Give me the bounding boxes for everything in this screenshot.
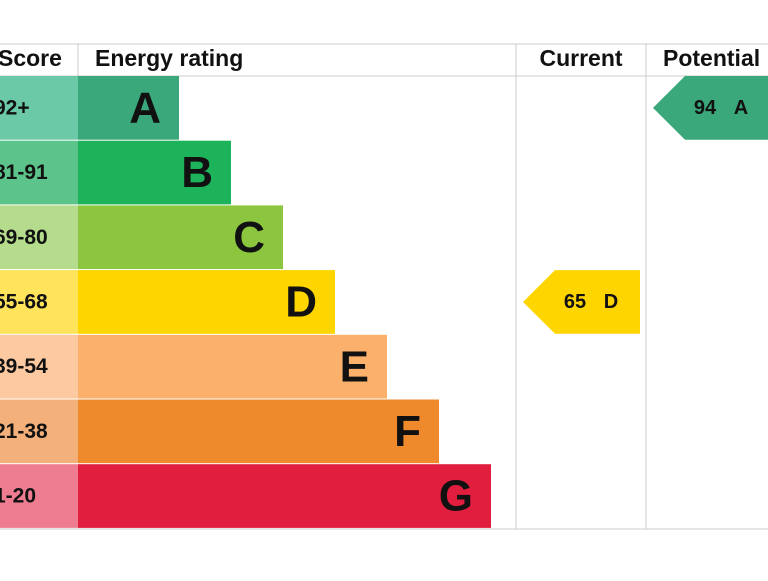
rating-bar <box>78 464 491 528</box>
score-label: 92+ <box>0 96 30 119</box>
rating-letter: A <box>129 83 161 132</box>
header-potential: Potential <box>663 45 760 71</box>
score-cell <box>0 464 78 528</box>
current-letter: D <box>604 291 618 313</box>
rating-bar <box>78 76 179 140</box>
rating-letter: B <box>181 148 213 197</box>
score-label: 55-68 <box>0 290 48 313</box>
score-cell <box>0 334 78 399</box>
current-arrow <box>523 270 640 334</box>
score-label: 21-38 <box>0 420 48 443</box>
score-label: 1-20 <box>0 485 36 508</box>
rating-bar <box>78 334 387 399</box>
score-label: 81-91 <box>0 161 48 184</box>
rating-letter: D <box>285 278 317 327</box>
header-score: Score <box>0 45 62 71</box>
potential-arrow <box>653 76 768 140</box>
rating-bar <box>78 399 439 464</box>
score-label: 39-54 <box>0 355 48 378</box>
rating-letter: C <box>233 213 265 262</box>
potential-value: 94 <box>694 97 717 119</box>
header-rating: Energy rating <box>95 45 243 71</box>
rating-bar <box>78 270 335 334</box>
rating-bar <box>78 205 283 270</box>
score-cell <box>0 205 78 270</box>
score-label: 69-80 <box>0 226 48 249</box>
score-cell <box>0 140 78 205</box>
rating-letter: G <box>439 472 473 521</box>
rating-letter: E <box>340 342 369 391</box>
rating-letter: F <box>394 407 421 456</box>
rating-bar <box>78 140 231 205</box>
current-value: 65 <box>564 291 586 313</box>
score-cell <box>0 270 78 334</box>
potential-letter: A <box>734 97 748 119</box>
score-cell <box>0 76 78 140</box>
score-cell <box>0 399 78 464</box>
header-current: Current <box>539 45 622 71</box>
